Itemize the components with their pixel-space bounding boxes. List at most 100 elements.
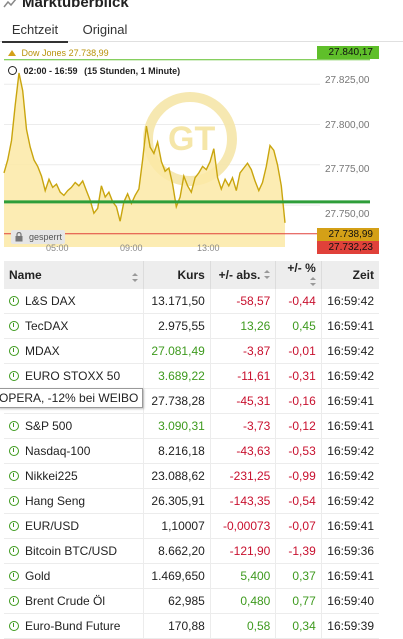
tab-original[interactable]: Original [82, 22, 128, 37]
table-row[interactable]: MDAX 27.081,49 -3,87 -0,01 16:59:42 [4, 338, 379, 364]
pct-change-cell: -0,54 [275, 488, 322, 514]
tab-bar: Echtzeit Original [0, 19, 403, 43]
table-header-row: Name Kurs +/- abs. +/- % Zeit [4, 261, 379, 289]
sort-icon [131, 272, 139, 283]
lock-icon [15, 232, 23, 242]
column-header-kurs[interactable]: Kurs [143, 261, 211, 289]
row-name-cell[interactable]: Brent Crude Öl [4, 588, 145, 614]
locked-label: gesperrt [29, 232, 63, 242]
time-cell: 16:59:42 [321, 363, 379, 389]
table-row[interactable]: Nasdaq-100 8.216,18 -43,63 -0,53 16:59:42 [4, 438, 379, 464]
clock-icon [9, 546, 19, 556]
column-header-zeit[interactable]: Zeit [321, 261, 379, 289]
abs-change-cell: -231,25 [210, 463, 277, 489]
instrument-name: EURO STOXX 50 [25, 369, 121, 383]
locked-badge[interactable]: gesperrt [11, 230, 65, 244]
time-cell: 16:59:36 [321, 538, 379, 564]
clock-icon [9, 346, 19, 356]
pct-change-cell: 0,37 [275, 563, 322, 589]
instrument-name: Hang Seng [25, 494, 86, 508]
abs-change-cell: 0,58 [210, 613, 277, 639]
column-header-abs[interactable]: +/- abs. [210, 261, 277, 289]
row-name-cell[interactable]: L&S DAX [4, 289, 145, 314]
clock-icon [9, 571, 19, 581]
abs-change-cell: -121,90 [210, 538, 277, 564]
tab-echtzeit[interactable]: Echtzeit [2, 19, 68, 43]
clock-icon [9, 421, 19, 431]
time-cell: 16:59:41 [321, 563, 379, 589]
pct-change-cell: -1,39 [275, 538, 322, 564]
row-name-cell[interactable]: Nasdaq-100 [4, 438, 145, 464]
time-cell: 16:59:39 [321, 613, 379, 639]
abs-change-cell: -43,63 [210, 438, 277, 464]
y-tick: 27.800,00 [325, 120, 370, 131]
chart-line-icon [3, 0, 17, 8]
pct-change-cell: 0,45 [275, 313, 322, 339]
table-row[interactable]: EUR/USD 1,10007 -0,00073 -0,07 16:59:41 [4, 513, 379, 539]
x-tick: 13:00 [197, 243, 220, 253]
abs-change-cell: -3,87 [210, 338, 277, 364]
table-row[interactable]: Gold 1.469,650 5,400 0,37 16:59:41 [4, 563, 379, 589]
svg-text:GT: GT [168, 120, 215, 158]
kurs-cell: 8.662,20 [143, 538, 211, 564]
row-name-cell[interactable]: Bitcoin BTC/USD [4, 538, 145, 564]
pct-change-cell: -0,44 [275, 289, 322, 314]
row-name-cell[interactable]: TecDAX [4, 313, 145, 339]
clock-icon [9, 521, 19, 531]
kurs-cell: 2.975,55 [143, 313, 211, 339]
abs-change-cell: -3,73 [210, 413, 277, 439]
instrument-name: EUR/USD [25, 519, 80, 533]
reference-lines [4, 59, 370, 235]
row-name-cell[interactable]: Nikkei225 [4, 463, 145, 489]
x-tick: 09:00 [120, 243, 143, 253]
column-header-name[interactable]: Name [4, 261, 145, 289]
kurs-cell: 23.088,62 [143, 463, 211, 489]
abs-change-cell: -58,57 [210, 289, 277, 314]
clock-icon [9, 446, 19, 456]
table-row[interactable]: Brent Crude Öl 62,985 0,480 0,77 16:59:40 [4, 588, 379, 614]
row-name-cell[interactable]: EURO STOXX 50 [4, 363, 145, 389]
series-label: Dow Jones [21, 48, 67, 58]
table-row[interactable]: Bitcoin BTC/USD 8.662,20 -121,90 -1,39 16:59… [4, 538, 379, 564]
pct-change-cell: -0,16 [275, 388, 322, 414]
row-name-cell[interactable]: S&P 500 [4, 413, 145, 439]
clock-icon [9, 296, 19, 306]
column-header-label: +/- abs. [218, 268, 261, 282]
table-row[interactable]: Hang Seng 26.305,91 -143,35 -0,54 16:59:42 [4, 488, 379, 514]
row-name-cell[interactable]: EUR/USD [4, 513, 145, 539]
row-name-cell[interactable]: Euro-Bund Future [4, 613, 145, 639]
instrument-name: Euro-Bund Future [25, 619, 121, 633]
triangle-up-icon [8, 50, 16, 56]
kurs-cell: 27.081,49 [143, 338, 211, 364]
price-low-label: 27.732,23 [317, 241, 379, 254]
price-chart[interactable]: GT [0, 42, 403, 259]
column-header-label: Name [9, 267, 42, 282]
row-name-cell[interactable]: Hang Seng [4, 488, 145, 514]
instrument-name: Brent Crude Öl [25, 594, 106, 608]
clock-icon [9, 471, 19, 481]
clock-icon [8, 66, 17, 75]
sort-icon [263, 270, 271, 280]
column-header-pct[interactable]: +/- % [275, 261, 322, 289]
row-name-cell[interactable]: MDAX [4, 338, 145, 364]
instrument-name: Nikkei225 [25, 469, 78, 483]
series-value: 27.738,99 [68, 48, 109, 58]
table-row[interactable]: Nikkei225 23.088,62 -231,25 -0,99 16:59:42 [4, 463, 379, 489]
table-row[interactable]: TecDAX 2.975,55 13,26 0,45 16:59:41 [4, 313, 379, 339]
table-row[interactable]: S&P 500 3.090,31 -3,73 -0,12 16:59:41 [4, 413, 379, 439]
pct-change-cell: -0,31 [275, 363, 322, 389]
abs-change-cell: -11,61 [210, 363, 277, 389]
y-tick: 27.775,00 [325, 164, 370, 175]
table-row[interactable]: EURO STOXX 50 3.689,22 -11,61 -0,31 16:59:42 [4, 363, 379, 389]
kurs-cell: 8.216,18 [143, 438, 211, 464]
price-line [3, 72, 286, 223]
table-row[interactable]: Euro-Bund Future 170,88 0,58 0,34 16:59:39 [4, 613, 379, 639]
time-cell: 16:59:42 [321, 289, 379, 314]
time-cell: 16:59:42 [321, 438, 379, 464]
kurs-cell: 3.689,22 [143, 363, 211, 389]
row-name-cell[interactable]: Gold [4, 563, 145, 589]
instrument-name: Nasdaq-100 [25, 444, 91, 458]
table-row[interactable]: L&S DAX 13.171,50 -58,57 -0,44 16:59:42 [4, 289, 379, 314]
clock-icon [9, 621, 19, 631]
kurs-cell: 13.171,50 [143, 289, 211, 314]
